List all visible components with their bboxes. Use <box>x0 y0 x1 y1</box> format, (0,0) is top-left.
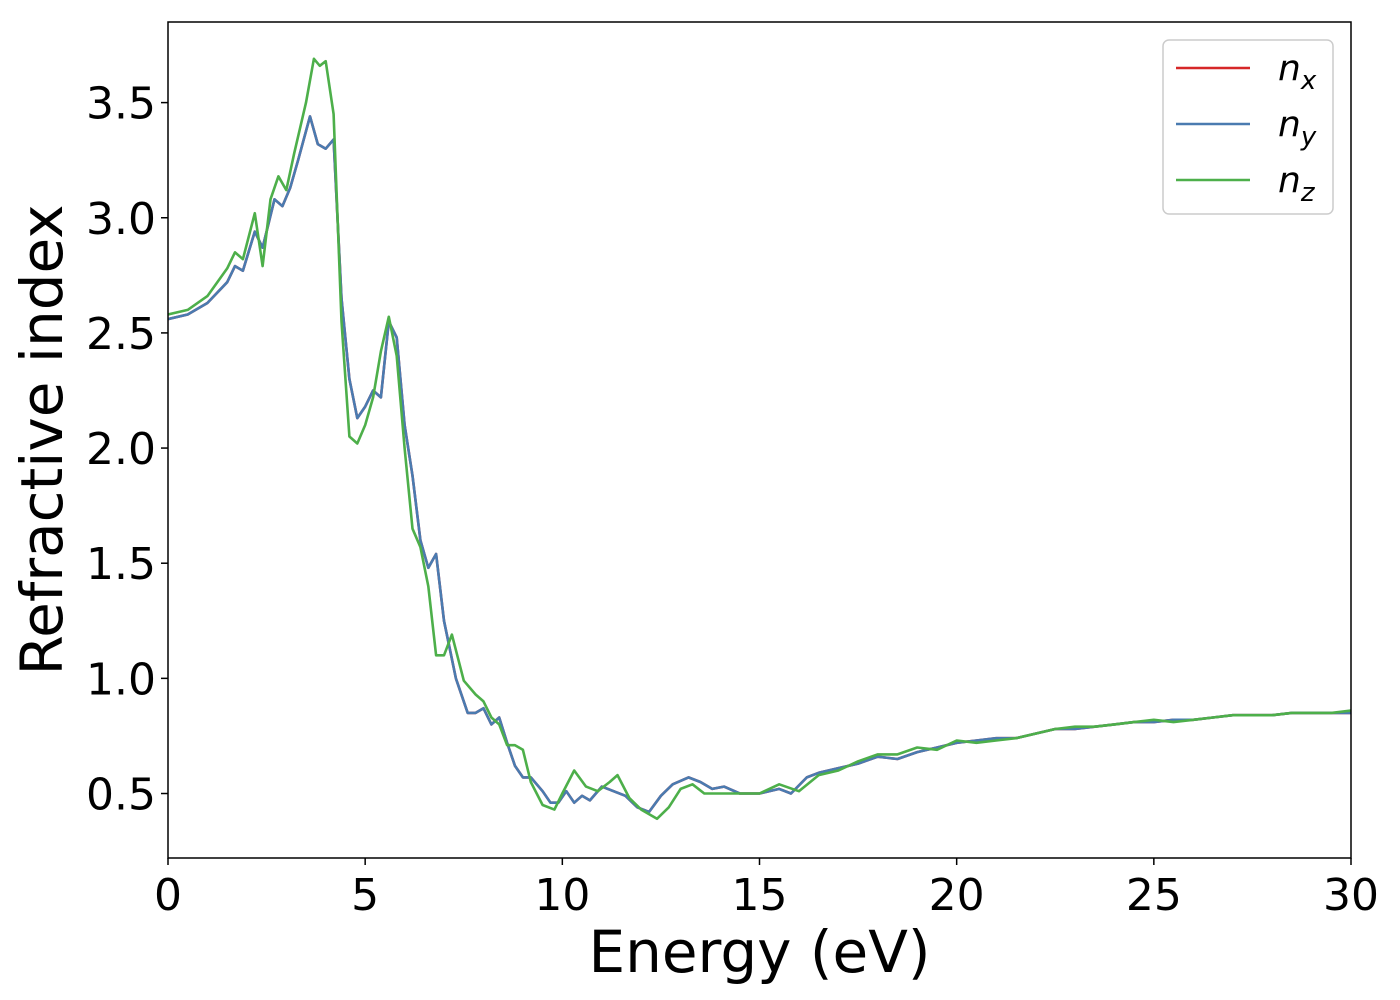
legend-label-main: n <box>1278 160 1301 201</box>
y-tick-label: 3.0 <box>86 194 156 245</box>
x-tick-label: 30 <box>1323 870 1379 921</box>
legend-box <box>1162 39 1334 215</box>
x-tick-label: 20 <box>929 870 985 921</box>
legend-label-main: n <box>1278 104 1301 145</box>
legend-label-main: n <box>1278 48 1301 89</box>
series-line-nz <box>168 57 1351 821</box>
x-tick-label: 0 <box>154 870 182 921</box>
y-tick-label: 2.5 <box>86 309 156 360</box>
x-tick-label: 5 <box>351 870 379 921</box>
x-tick-label: 25 <box>1126 870 1182 921</box>
legend-label-subscript: y <box>1300 122 1317 152</box>
legend-label-nz: nz <box>1278 160 1316 208</box>
x-tick-label: 15 <box>732 870 788 921</box>
series-line-ny <box>168 115 1351 814</box>
legend-label-nx: nx <box>1278 48 1317 96</box>
series-line-nx <box>168 115 1351 814</box>
y-axis: 0.5 1.0 1.5 2.0 2.5 3.0 3.5 <box>86 79 168 821</box>
legend-label-subscript: z <box>1300 178 1316 208</box>
y-tick-label: 0.5 <box>86 770 156 821</box>
x-axis: 0 5 10 15 20 25 30 <box>154 858 1379 921</box>
legend-label-subscript: x <box>1300 66 1317 96</box>
x-axis-title: Energy (eV) <box>588 918 930 986</box>
y-tick-label: 1.5 <box>86 539 156 590</box>
y-tick-label: 2.0 <box>86 424 156 475</box>
x-tick-label: 10 <box>534 870 590 921</box>
y-tick-label: 1.0 <box>86 654 156 705</box>
y-tick-label: 3.5 <box>86 79 156 130</box>
series-layer <box>168 57 1351 821</box>
y-axis-title: Refractive index <box>8 204 76 675</box>
legend-label-ny: ny <box>1278 104 1317 152</box>
